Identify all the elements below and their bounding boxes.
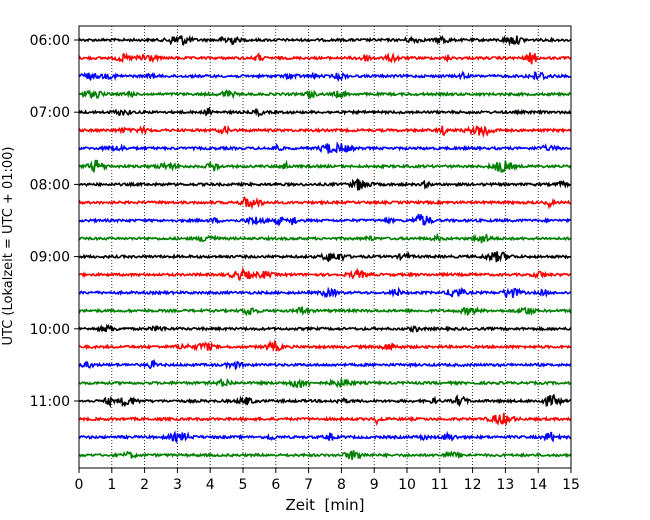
seismogram-trace (78, 323, 572, 333)
x-tick-label: 10 (398, 477, 416, 493)
y-tick-label: 08:00 (30, 177, 70, 193)
seismogram-trace (78, 195, 572, 210)
trace-group (78, 34, 572, 460)
x-tick-label: 14 (529, 477, 547, 493)
y-tick-label: 10:00 (30, 322, 70, 338)
seismogram-trace (78, 141, 572, 154)
x-tick-label: 3 (173, 477, 182, 493)
x-tick-label: 0 (75, 477, 84, 493)
seismogram-trace (78, 232, 572, 244)
x-tick-label: 15 (562, 477, 580, 493)
seismogram-trace (78, 358, 572, 371)
y-tick-label: 07:00 (30, 105, 70, 121)
x-tick-label: 1 (107, 477, 116, 493)
seismogram-trace (78, 159, 572, 173)
seismogram-trace (78, 393, 571, 409)
x-tick-label: 11 (431, 477, 449, 493)
y-tick-label: 09:00 (30, 250, 70, 266)
seismogram-trace (78, 51, 572, 65)
x-tick-label: 4 (206, 477, 215, 493)
seismogram-trace (78, 251, 572, 263)
seismogram-trace (78, 306, 572, 317)
x-tick-label: 9 (370, 477, 379, 493)
seismogram-trace (79, 286, 572, 299)
seismogram-trace (78, 377, 572, 389)
x-tick-label: 13 (496, 477, 514, 493)
x-tick-label: 8 (337, 477, 346, 493)
seismogram-trace (78, 70, 572, 83)
seismogram-trace (78, 34, 572, 47)
x-tick-label: 7 (304, 477, 313, 493)
seismogram-trace (78, 450, 572, 460)
plot-frame (78, 25, 572, 469)
x-tick-label: 6 (271, 477, 280, 493)
x-tick-label: 12 (464, 477, 482, 493)
seismogram-trace (78, 124, 572, 139)
seismogram-trace (78, 105, 572, 118)
seismogram-trace (78, 412, 572, 427)
seismogram-trace (78, 266, 572, 282)
y-tick-label: 11:00 (30, 394, 70, 410)
x-axis-label: Zeit [min] (285, 496, 364, 514)
seismogram-trace (78, 89, 571, 100)
seismogram-trace (78, 430, 572, 444)
plot-background (79, 26, 571, 468)
seismogram-trace (78, 213, 571, 227)
y-axis: 06:00 07:00 08:00 09:00 10:00 11:00 (30, 33, 79, 410)
x-tick-label: 2 (140, 477, 149, 493)
seismogram-trace (78, 177, 572, 191)
y-axis-label: UTC (Lokalzeit = UTC + 01:00) (1, 147, 16, 346)
x-axis: 0 1 2 3 4 5 6 7 8 9 10 11 12 13 14 15 (75, 468, 580, 493)
seismogram-trace (78, 338, 572, 353)
x-tick-label: 5 (239, 477, 248, 493)
y-tick-label: 06:00 (30, 33, 70, 49)
